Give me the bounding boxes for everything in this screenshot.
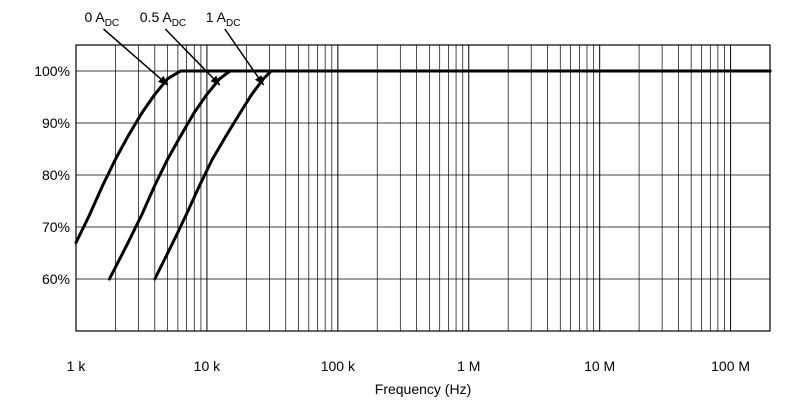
x-tick-label: 100 M [711, 358, 750, 374]
y-tick-label: 60% [42, 271, 70, 287]
y-tick-label: 80% [42, 167, 70, 183]
series-arrow-2 [224, 28, 265, 86]
x-tick-label: 10 k [194, 358, 221, 374]
x-axis-title: Frequency (Hz) [375, 381, 471, 397]
plot-area [75, 44, 771, 332]
x-axis-ticks: 1 k 10 k 100 k 1 M 10 M 100 M [67, 358, 750, 374]
x-tick-label: 1 k [67, 358, 87, 374]
y-tick-label: 100% [34, 63, 70, 79]
series-line-1 [107, 69, 772, 281]
series-label-2: 1 ADC [206, 9, 241, 29]
annotation-layer: 0 ADC 0.5 ADC 1 ADC [84, 9, 265, 86]
x-tick-label: 10 M [584, 358, 615, 374]
series-arrow-0 [103, 28, 169, 86]
y-tick-label: 90% [42, 115, 70, 131]
x-tick-label: 1 M [457, 358, 480, 374]
minor-grid [115, 45, 725, 331]
series-line-2 [153, 69, 772, 281]
series-layer [74, 69, 772, 281]
y-tick-label: 70% [42, 219, 70, 235]
series-line-0 [74, 69, 772, 245]
series-arrow-1 [164, 28, 221, 86]
y-axis-ticks: 60% 70% 80% 90% 100% [34, 63, 70, 287]
series-label-1: 0.5 ADC [140, 9, 186, 29]
x-tick-label: 100 k [321, 358, 356, 374]
series-label-0: 0 ADC [84, 9, 119, 29]
